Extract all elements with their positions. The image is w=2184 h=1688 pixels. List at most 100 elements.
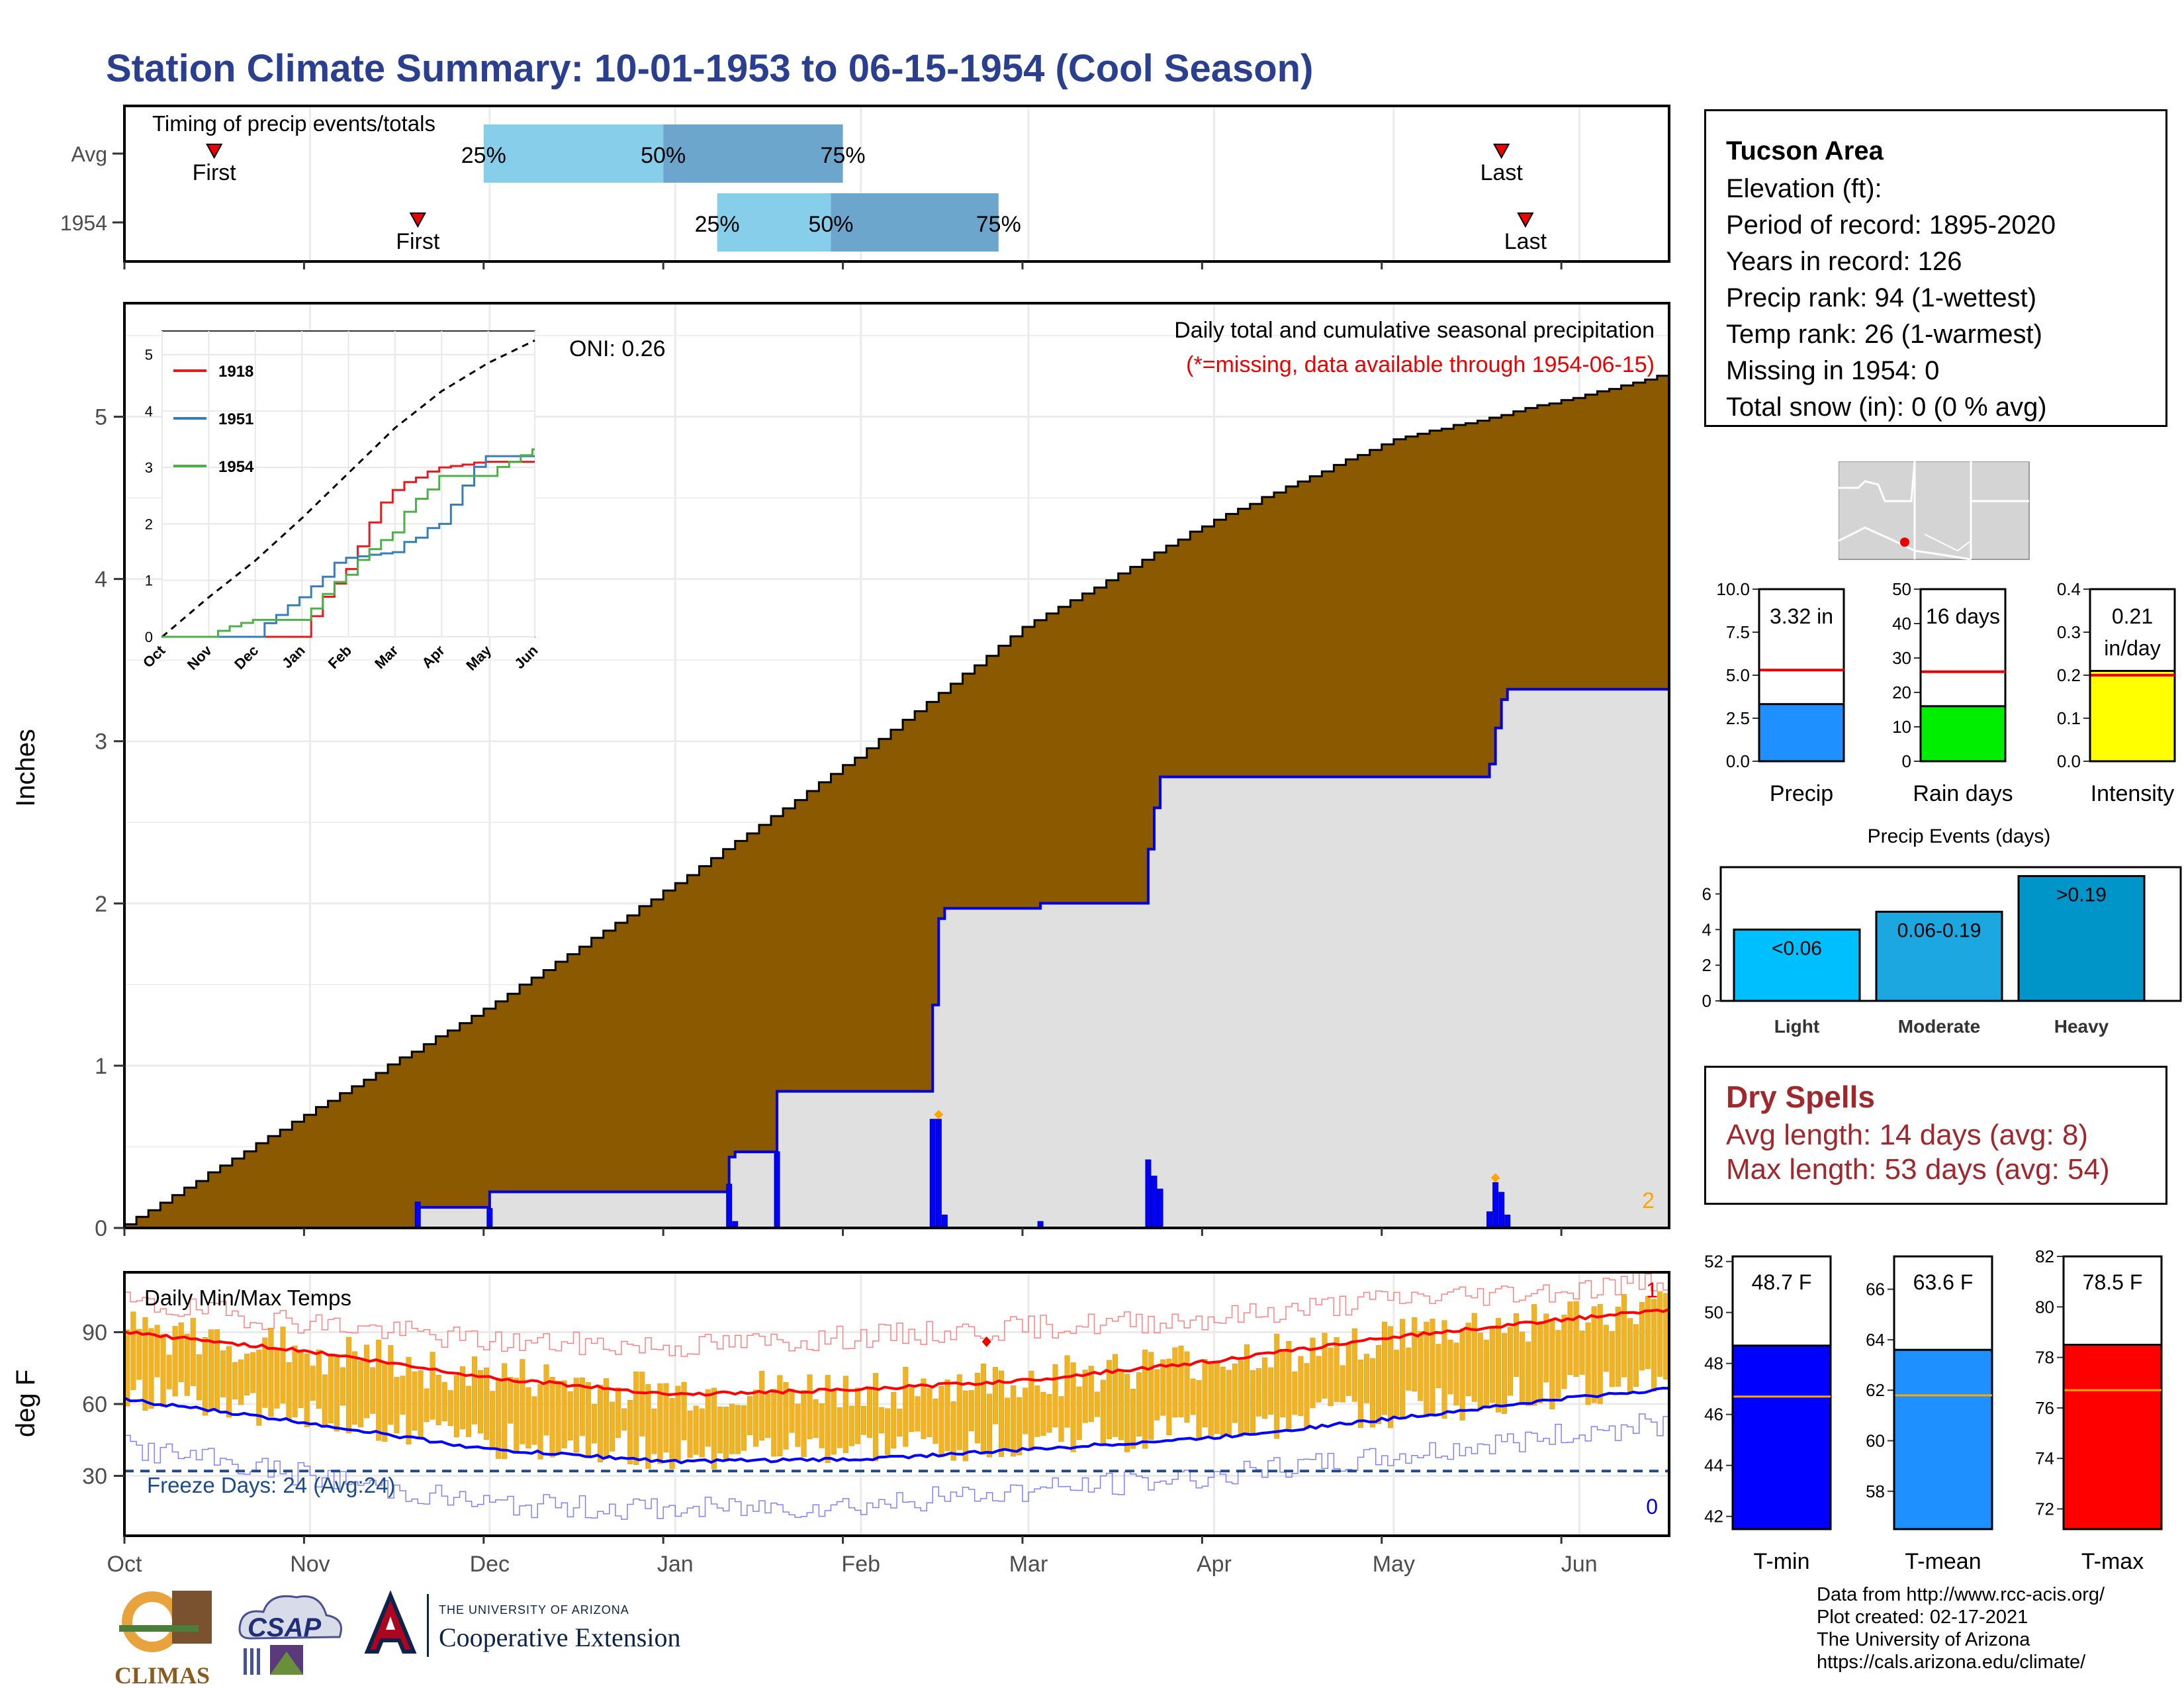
intensity-gauge-y-tick: 0.4 [2057, 579, 2081, 599]
daily-temp-bar [298, 1350, 304, 1409]
daily-precip-bar [486, 1208, 493, 1229]
daily-temp-bar [1555, 1330, 1561, 1399]
daily-temp-bar [1190, 1378, 1196, 1415]
tmin-gauge-y-tick: 50 [1704, 1303, 1723, 1323]
daily-temp-bar [1657, 1291, 1663, 1377]
daily-temp-bar [160, 1334, 166, 1407]
precip-y-tick: 3 [95, 729, 107, 755]
events-bar [1733, 928, 1861, 1002]
month-tick-label: May [1373, 1552, 1415, 1577]
daily-temp-bar [328, 1353, 334, 1423]
climas-logo-text: CLIMAS [114, 1662, 210, 1688]
inset-legend-label: 1954 [218, 458, 254, 476]
daily-temp-bar [400, 1376, 406, 1415]
daily-temp-bar [1351, 1328, 1357, 1402]
inset-y-tick: 1 [145, 573, 153, 589]
tmean-gauge-y-tick: 62 [1866, 1380, 1885, 1400]
daily-temp-bar [1495, 1318, 1501, 1413]
intensity-gauge-y-tick: 0.3 [2057, 622, 2081, 642]
daily-temp-bar [435, 1375, 441, 1425]
raindays-gauge-value: 16 days [1926, 604, 2000, 628]
tmean-gauge-category-label: T-mean [1905, 1549, 1981, 1574]
daily-temp-bar [1621, 1293, 1627, 1378]
raindays-gauge-category-label: Rain days [1913, 781, 2013, 806]
daily-temp-bar [927, 1387, 933, 1437]
daily-temp-bar [1274, 1333, 1280, 1439]
station-info-box: Tucson Area Elevation (ft): Period of re… [1704, 109, 2167, 427]
daily-temp-bar [986, 1393, 992, 1458]
daily-temp-bar [471, 1356, 477, 1425]
daily-temp-bar [854, 1387, 860, 1444]
raindays-gauge-bar [1919, 705, 2007, 763]
daily-temp-bar [873, 1373, 879, 1462]
daily-temp-bar [1118, 1371, 1124, 1440]
record-low-line [124, 1413, 1669, 1520]
daily-temp-bar [531, 1396, 537, 1445]
daily-temp-bar [1459, 1329, 1465, 1421]
daily-temp-bar [1363, 1354, 1369, 1403]
daily-temp-bar [1585, 1322, 1591, 1405]
daily-temp-bar [1465, 1323, 1471, 1397]
daily-temp-bar [717, 1406, 723, 1454]
daily-temp-bar [909, 1387, 915, 1432]
timing-q75-label: 75% [821, 143, 866, 168]
temp-y-label: deg F [11, 1370, 40, 1437]
daily-temp-bar [1435, 1344, 1441, 1389]
daily-temp-bar [1369, 1358, 1375, 1428]
intensity-gauge-y-tick: 0.2 [2057, 665, 2081, 685]
daily-temp-bar [1250, 1370, 1256, 1434]
record-high-line [124, 1272, 1669, 1357]
daily-temp-bar [1100, 1380, 1106, 1444]
daily-precip-bar [414, 1201, 421, 1229]
daily-temp-bar [555, 1380, 561, 1454]
daily-precip-bar [1498, 1192, 1505, 1229]
precip-missing-note: (*=missing, data available through 1954-… [1186, 352, 1655, 377]
record-temp-icon [981, 1336, 991, 1347]
daily-temp-bar [292, 1345, 298, 1417]
daily-temp-bar [1094, 1391, 1100, 1417]
inset-y-tick: 4 [145, 403, 153, 420]
daily-temp-bar [974, 1373, 980, 1444]
daily-temp-bar [681, 1382, 687, 1440]
precip-panel: 0 1 2 3 4 5 Daily total and cumulative seasona… [11, 302, 1670, 1238]
daily-temp-bar [1489, 1327, 1495, 1403]
daily-temp-bar [753, 1389, 759, 1447]
daily-temp-bar [921, 1378, 927, 1439]
daily-precip-bar [1151, 1176, 1158, 1229]
daily-temp-bar [813, 1399, 819, 1438]
raindays-gauge-y-tick: 20 [1892, 682, 1911, 702]
daily-temp-bar [358, 1360, 364, 1428]
tmax-gauge-value: 78.5 F [2083, 1270, 2143, 1294]
daily-precip-bar [1157, 1188, 1163, 1229]
daily-temp-bar [1136, 1372, 1142, 1436]
daily-temp-bar [166, 1354, 172, 1389]
daily-temp-bar [1328, 1347, 1334, 1407]
daily-temp-bar [1345, 1343, 1351, 1396]
events-bar-label: 0.06-0.19 [1897, 919, 1981, 941]
precip-y-tick: 0 [95, 1216, 107, 1238]
daily-temp-bar [220, 1350, 226, 1397]
precip-y-tick: 5 [95, 405, 107, 430]
daily-temp-bar [453, 1375, 459, 1438]
daily-temp-bar [1052, 1364, 1058, 1428]
csap-logo-text: CSAP [248, 1613, 322, 1642]
daily-temp-bar [795, 1403, 801, 1447]
daily-temp-bar [699, 1408, 705, 1458]
daily-temp-bar [465, 1385, 471, 1437]
raindays-gauge-y-tick: 10 [1892, 717, 1911, 737]
daily-temp-bar [1424, 1321, 1430, 1417]
daily-temp-bar [657, 1383, 663, 1464]
inset-y-tick: 3 [145, 459, 153, 476]
daily-temp-bar [645, 1384, 651, 1469]
month-tick-label: Nov [290, 1552, 330, 1577]
precip-gauge-y-tick: 0.0 [1726, 751, 1750, 771]
dry-spells-title: Dry Spells [1726, 1080, 1875, 1114]
daily-temp-bar [897, 1409, 903, 1437]
intensity-gauge-category-label: Intensity [2091, 781, 2175, 806]
daily-temp-bar [1298, 1356, 1304, 1417]
daily-temp-bar [980, 1363, 986, 1455]
tmin-gauge-y-tick: 48 [1704, 1354, 1723, 1374]
events-category-label: Light [1774, 1016, 1819, 1037]
daily-temp-bar [1226, 1370, 1232, 1436]
month-tick-label: Feb [841, 1552, 880, 1577]
